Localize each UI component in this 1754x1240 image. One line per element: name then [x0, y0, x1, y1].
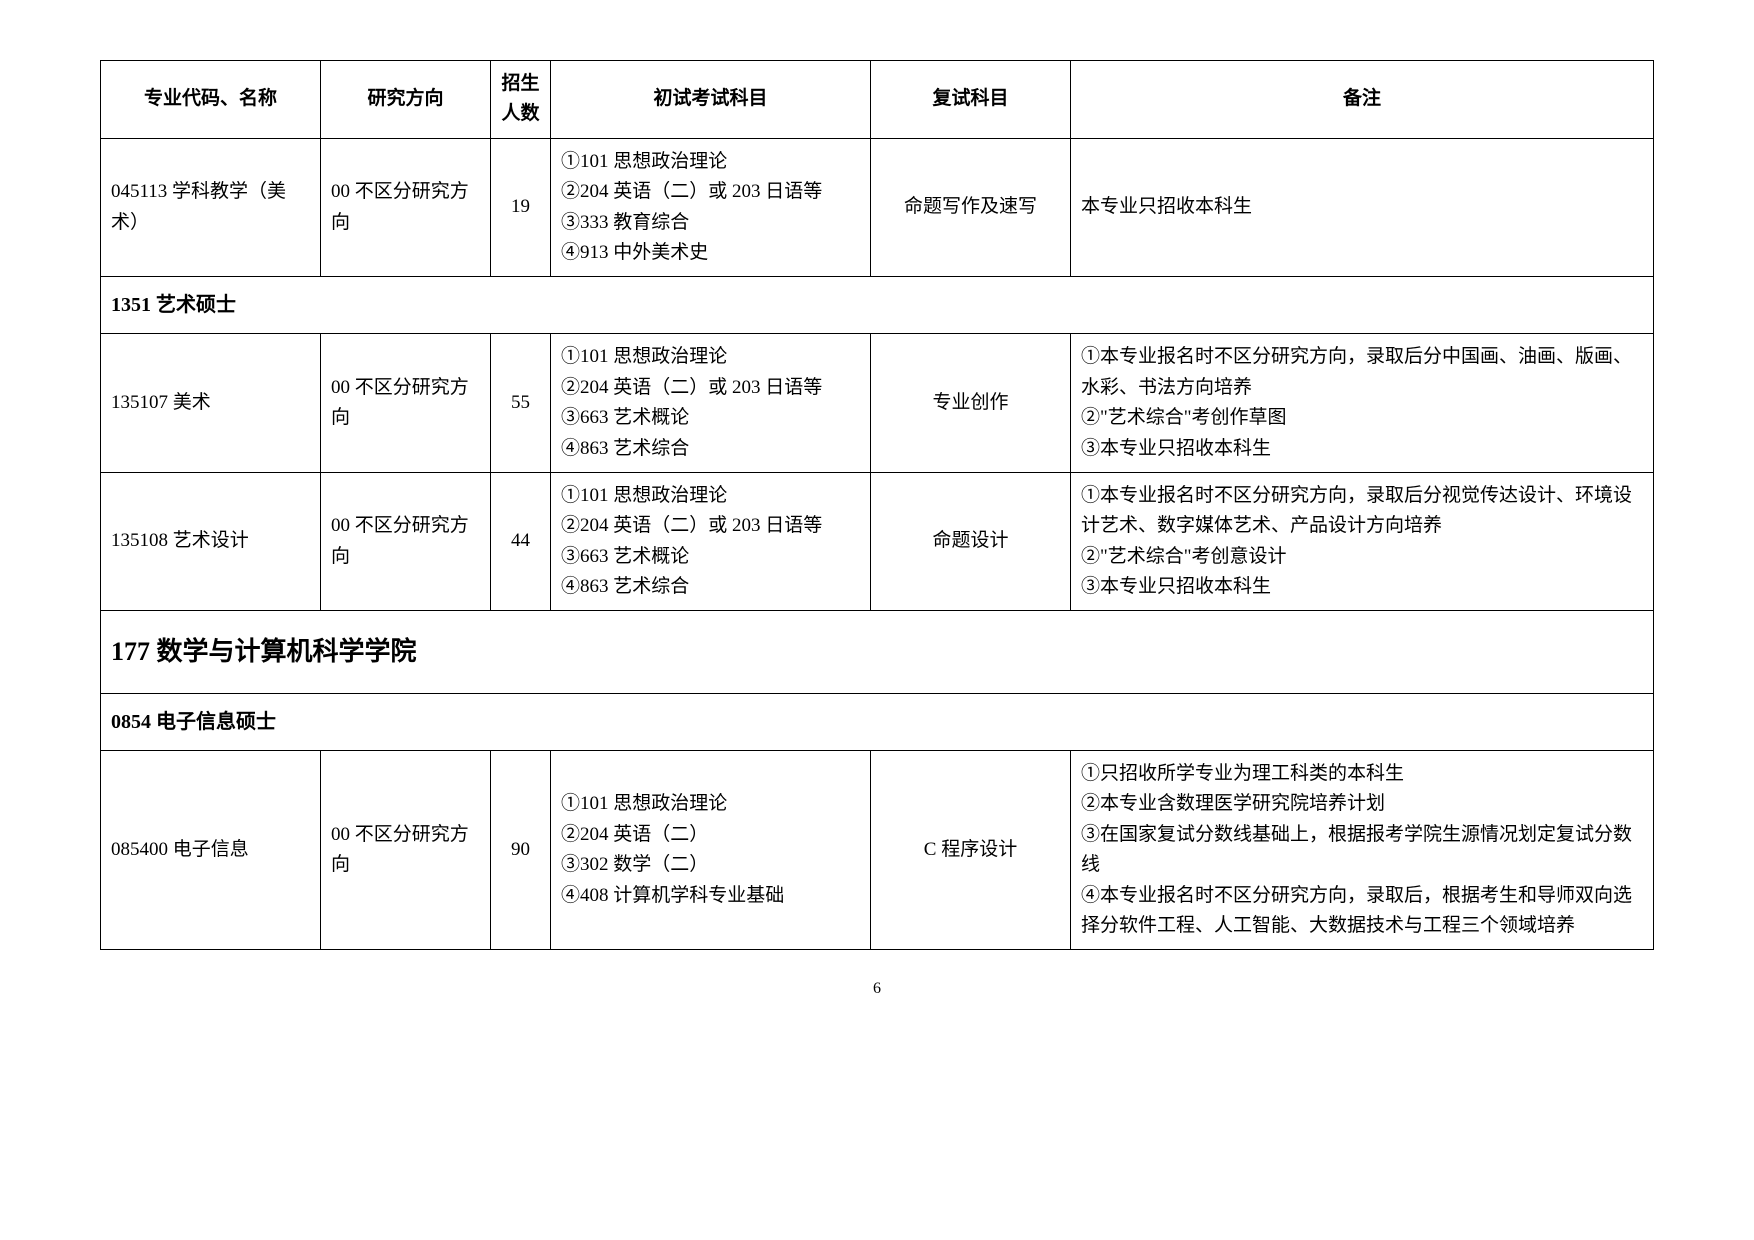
- header-code: 专业代码、名称: [101, 61, 321, 139]
- cell-exam: ①101 思想政治理论 ②204 英语（二）或 203 日语等 ③663 艺术概…: [551, 334, 871, 473]
- cell-note: 本专业只招收本科生: [1071, 138, 1654, 277]
- section-title: 1351 艺术硕士: [101, 277, 1654, 334]
- cell-number: 55: [491, 334, 551, 473]
- cell-exam: ①101 思想政治理论 ②204 英语（二） ③302 数学（二） ④408 计…: [551, 751, 871, 950]
- cell-code: 045113 学科教学（美术）: [101, 138, 321, 277]
- cell-retest: 命题设计: [871, 472, 1071, 611]
- section-row: 1351 艺术硕士: [101, 277, 1654, 334]
- cell-code: 135108 艺术设计: [101, 472, 321, 611]
- section-title-large: 177 数学与计算机科学学院: [101, 611, 1654, 694]
- header-direction: 研究方向: [321, 61, 491, 139]
- cell-direction: 00 不区分研究方向: [321, 472, 491, 611]
- header-number: 招生人数: [491, 61, 551, 139]
- table-row: 135108 艺术设计 00 不区分研究方向 44 ①101 思想政治理论 ②2…: [101, 472, 1654, 611]
- cell-number: 19: [491, 138, 551, 277]
- page-number: 6: [100, 980, 1654, 998]
- cell-note: ①只招收所学专业为理工科类的本科生 ②本专业含数理医学研究院培养计划 ③在国家复…: [1071, 751, 1654, 950]
- cell-note: ①本专业报名时不区分研究方向，录取后分视觉传达设计、环境设计艺术、数字媒体艺术、…: [1071, 472, 1654, 611]
- cell-note: ①本专业报名时不区分研究方向，录取后分中国画、油画、版画、水彩、书法方向培养 ②…: [1071, 334, 1654, 473]
- header-exam: 初试考试科目: [551, 61, 871, 139]
- table-row: 045113 学科教学（美术） 00 不区分研究方向 19 ①101 思想政治理…: [101, 138, 1654, 277]
- section-row: 0854 电子信息硕士: [101, 694, 1654, 751]
- header-note: 备注: [1071, 61, 1654, 139]
- cell-number: 90: [491, 751, 551, 950]
- cell-number: 44: [491, 472, 551, 611]
- cell-retest: C 程序设计: [871, 751, 1071, 950]
- cell-code: 135107 美术: [101, 334, 321, 473]
- table-row: 135107 美术 00 不区分研究方向 55 ①101 思想政治理论 ②204…: [101, 334, 1654, 473]
- cell-exam: ①101 思想政治理论 ②204 英语（二）或 203 日语等 ③333 教育综…: [551, 138, 871, 277]
- cell-code: 085400 电子信息: [101, 751, 321, 950]
- cell-direction: 00 不区分研究方向: [321, 751, 491, 950]
- cell-retest: 命题写作及速写: [871, 138, 1071, 277]
- header-retest: 复试科目: [871, 61, 1071, 139]
- section-title: 0854 电子信息硕士: [101, 694, 1654, 751]
- cell-retest: 专业创作: [871, 334, 1071, 473]
- cell-direction: 00 不区分研究方向: [321, 138, 491, 277]
- admissions-table: 专业代码、名称 研究方向 招生人数 初试考试科目 复试科目 备注 045113 …: [100, 60, 1654, 950]
- table-row: 085400 电子信息 00 不区分研究方向 90 ①101 思想政治理论 ②2…: [101, 751, 1654, 950]
- cell-exam: ①101 思想政治理论 ②204 英语（二）或 203 日语等 ③663 艺术概…: [551, 472, 871, 611]
- header-row: 专业代码、名称 研究方向 招生人数 初试考试科目 复试科目 备注: [101, 61, 1654, 139]
- cell-direction: 00 不区分研究方向: [321, 334, 491, 473]
- section-row: 177 数学与计算机科学学院: [101, 611, 1654, 694]
